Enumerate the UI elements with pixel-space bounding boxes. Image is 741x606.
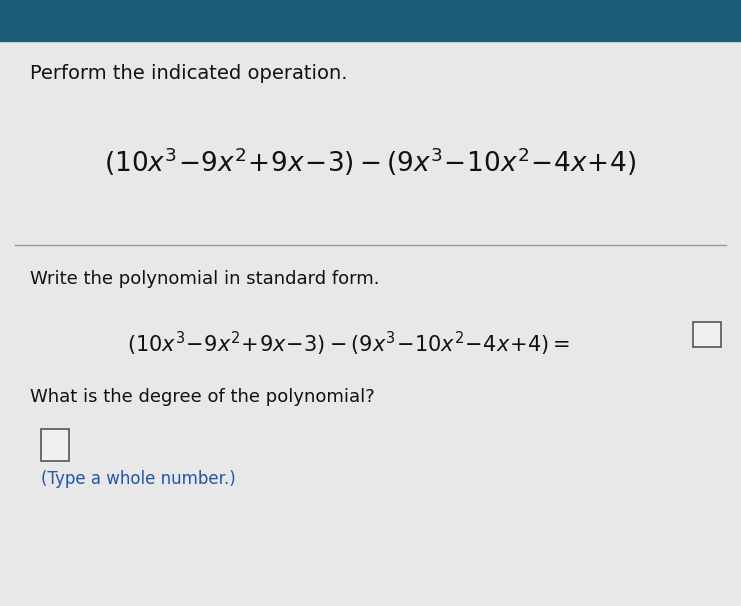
FancyBboxPatch shape bbox=[693, 322, 721, 347]
Text: What is the degree of the polynomial?: What is the degree of the polynomial? bbox=[30, 388, 374, 406]
Bar bbox=[0, 0, 741, 41]
Text: (Type a whole number.): (Type a whole number.) bbox=[41, 470, 236, 488]
FancyBboxPatch shape bbox=[41, 429, 69, 461]
Text: Write the polynomial in standard form.: Write the polynomial in standard form. bbox=[30, 270, 379, 288]
Text: $\left(10x^3\!-\!9x^2\!+\!9x\!-\!3\right) - \left(9x^3\!-\!10x^2\!-\!4x\!+\!4\ri: $\left(10x^3\!-\!9x^2\!+\!9x\!-\!3\right… bbox=[127, 330, 570, 359]
Text: Perform the indicated operation.: Perform the indicated operation. bbox=[30, 64, 347, 82]
Text: $\left(10x^3\!-\!9x^2\!+\!9x\!-\!3\right) - \left(9x^3\!-\!10x^2\!-\!4x\!+\!4\ri: $\left(10x^3\!-\!9x^2\!+\!9x\!-\!3\right… bbox=[104, 145, 637, 178]
